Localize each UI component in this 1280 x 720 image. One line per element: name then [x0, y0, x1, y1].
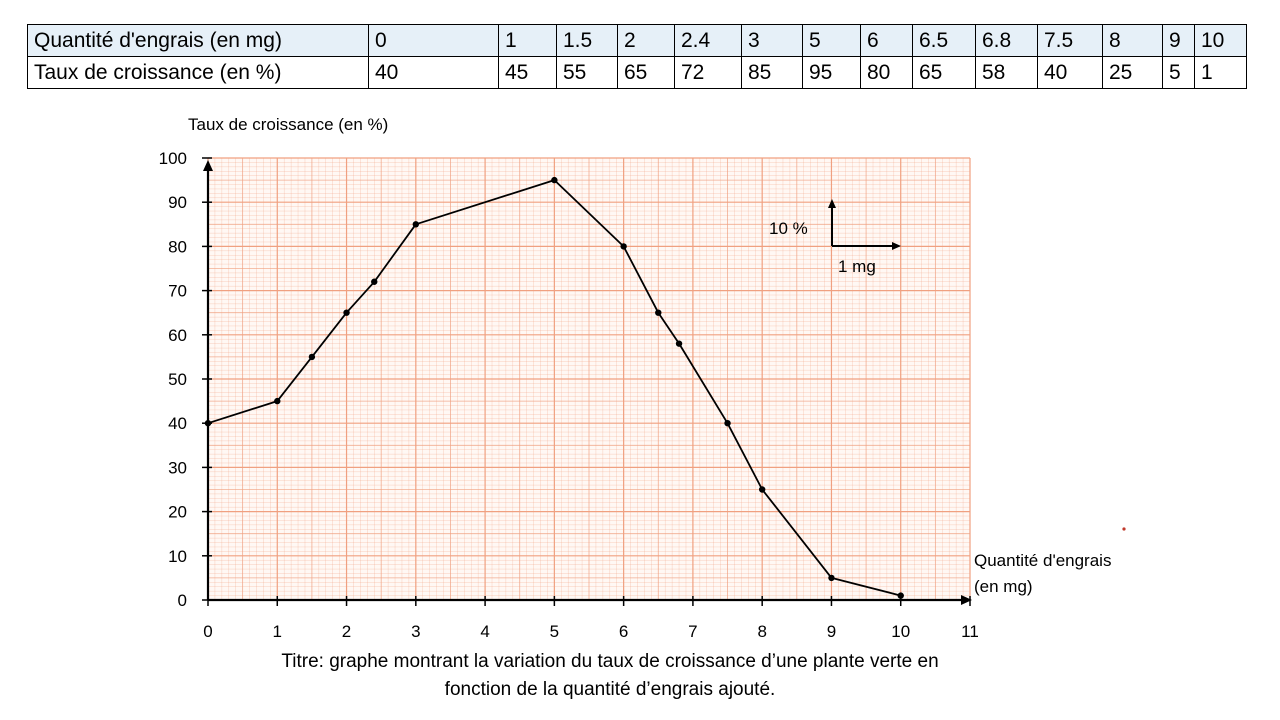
table-cell-growth: 95 — [802, 56, 861, 89]
chart-labels: Taux de croissance (en %) Quantité d'eng… — [188, 115, 1111, 596]
table-cell-growth: 65 — [912, 56, 976, 89]
table-header-growth: Taux de croissance (en %) — [27, 56, 369, 89]
data-point — [828, 574, 835, 582]
data-point — [308, 353, 316, 361]
data-point — [204, 420, 212, 427]
data-table: Quantité d'engrais (en mg) 0 1 1.5 2 2.4 3 5 6 6… — [27, 24, 1247, 89]
x-tick-label: 10 — [891, 622, 910, 641]
data-series — [204, 176, 904, 599]
data-point — [274, 397, 281, 405]
scale-x-arrowhead-icon — [892, 242, 901, 250]
table-cell-growth: 40 — [368, 56, 499, 89]
y-tick-label: 50 — [168, 370, 187, 389]
data-point — [897, 592, 904, 599]
y-tick-label: 0 — [178, 591, 187, 610]
table-cell-growth: 65 — [617, 56, 675, 89]
y-axis-arrow-icon — [203, 160, 213, 171]
x-axis-label-line2: (en mg) — [974, 577, 1033, 596]
y-tick-label: 60 — [168, 326, 187, 345]
table-cell-growth: 72 — [674, 56, 742, 89]
table-cell-quantity: 6.8 — [975, 24, 1038, 57]
table-cell-growth: 58 — [975, 56, 1038, 89]
x-tick-label: 8 — [757, 622, 766, 641]
data-point — [551, 176, 558, 184]
x-tick-label: 0 — [203, 622, 212, 641]
table-cell-growth: 5 — [1162, 56, 1195, 89]
scale-y-unit-label: 10 % — [769, 219, 808, 238]
table-cell-quantity: 6 — [860, 24, 913, 57]
x-tick-label: 4 — [480, 622, 489, 641]
x-tick-label: 1 — [273, 622, 282, 641]
y-tick-label: 80 — [168, 237, 187, 256]
y-tick-label: 20 — [168, 503, 187, 522]
scale-legend: 10 % 1 mg — [769, 199, 901, 276]
stray-mark — [1122, 527, 1126, 531]
chart-axes — [203, 160, 972, 605]
y-tick-label: 70 — [168, 282, 187, 301]
x-tick-label: 6 — [619, 622, 628, 641]
caption-line-1: Titre: graphe montrant la variation du t… — [281, 651, 939, 672]
data-point — [655, 309, 662, 316]
data-point — [724, 420, 731, 427]
scale-y-arrowhead-icon — [828, 199, 836, 208]
y-tick-label: 100 — [159, 149, 187, 168]
table-cell-quantity: 9 — [1162, 24, 1195, 57]
series-line — [207, 179, 901, 597]
caption-line-2: fonction de la quantité d’engrais ajouté… — [444, 679, 776, 700]
table-cell-growth: 40 — [1037, 56, 1103, 89]
x-tick-label: 9 — [827, 622, 836, 641]
x-axis-label-line1: Quantité d'engrais — [974, 551, 1111, 570]
y-tick-label: 30 — [168, 458, 187, 477]
y-tick-label: 10 — [168, 547, 187, 566]
x-tick-label: 5 — [550, 622, 559, 641]
table-cell-growth: 45 — [498, 56, 557, 89]
table-cell-growth: 25 — [1102, 56, 1163, 89]
axis-ticks: 0 1 2 3 4 5 6 7 8 9 10 11 0 10 20 30 40 50 60 70 80 90 100 — [159, 149, 979, 641]
table-cell-quantity: 8 — [1102, 24, 1163, 57]
table-cell-quantity: 2 — [617, 24, 675, 57]
data-point — [343, 309, 350, 316]
table-cell-growth: 85 — [741, 56, 803, 89]
x-tick-label: 11 — [961, 622, 979, 641]
scale-x-unit-label: 1 mg — [838, 257, 876, 276]
data-point — [758, 486, 766, 493]
data-point — [675, 340, 683, 347]
table-cell-growth: 55 — [556, 56, 618, 89]
x-tick-label: 7 — [688, 622, 697, 641]
table-row-growth: Taux de croissance (en %) 40 45 55 65 72 85 95… — [27, 56, 1247, 89]
table-header-quantity: Quantité d'engrais (en mg) — [27, 24, 369, 57]
table-cell-quantity: 1 — [498, 24, 557, 57]
table-cell-quantity: 3 — [741, 24, 803, 57]
table-cell-growth: 1 — [1194, 56, 1247, 89]
table-cell-quantity: 1.5 — [556, 24, 618, 57]
y-tick-label: 40 — [168, 414, 187, 433]
graph-paper-grid — [207, 157, 971, 601]
x-tick-label: 2 — [342, 622, 351, 641]
chart-caption: Titre: graphe montrant la variation du t… — [140, 648, 1080, 704]
y-tick-label: 90 — [168, 193, 187, 212]
data-point — [412, 221, 420, 228]
x-axis-arrow-icon — [961, 595, 972, 605]
data-point — [371, 278, 378, 285]
data-point — [620, 243, 627, 250]
x-tick-label: 3 — [411, 622, 420, 641]
y-axis-label: Taux de croissance (en %) — [188, 115, 388, 134]
table-cell-quantity: 5 — [802, 24, 861, 57]
table-cell-growth: 80 — [860, 56, 913, 89]
